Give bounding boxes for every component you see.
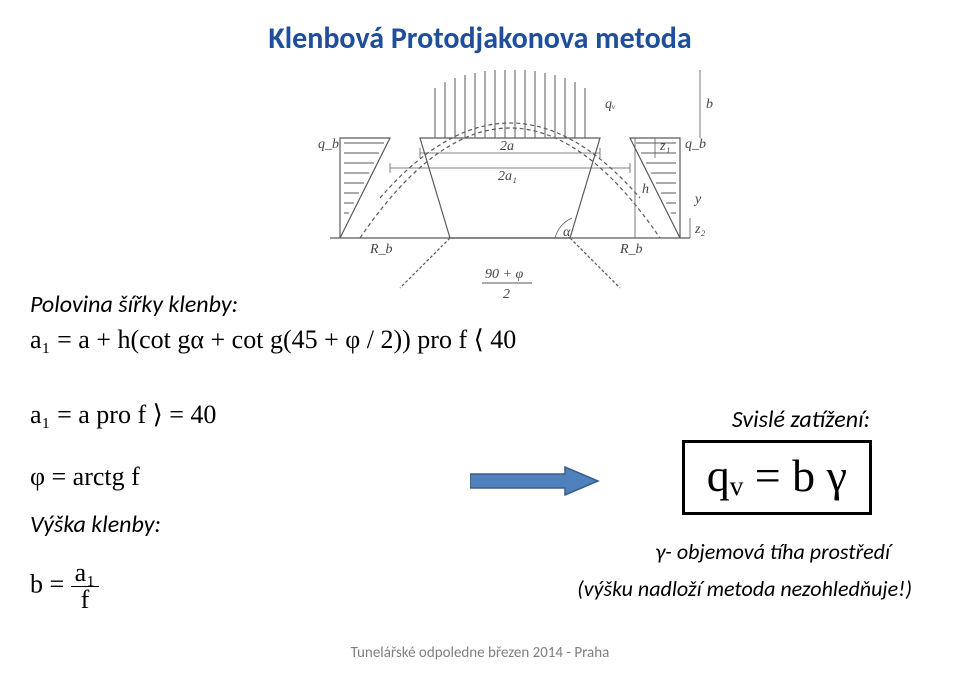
equation-phi: φ = arctg f — [30, 462, 140, 492]
diag-b-side: b — [706, 97, 713, 112]
label-nadlozi: (výšku nadloží metoda nezohledňuje!) — [577, 575, 912, 602]
eq-qv-text: qᵥ = b γ — [707, 450, 847, 501]
klenba-diagram: qᵥ q_b q_b R_b R_b 2a 2a₁ b z₁ z₂ h y α … — [300, 68, 720, 278]
label-vyska: Výška klenby: — [30, 510, 161, 539]
label-polovina: Polovina šířky klenby: — [30, 290, 238, 319]
diag-qb-r: q_b — [685, 137, 706, 152]
diag-qb-l: q_b — [318, 137, 339, 152]
label-svisle: Svislé zatížení: — [732, 405, 870, 434]
equation-a1-full: a₁ = a + h(cot gα + cot g(45 + φ / 2)) p… — [30, 325, 516, 355]
title-text: Klenbová Protodjakonova metoda — [268, 20, 691, 57]
arrow-shape — [470, 467, 598, 495]
arrow-icon — [470, 465, 600, 502]
eq-a1-simple-text: a₁ = a pro f ⟩ = 40 — [30, 400, 216, 429]
diag-2a: 2a — [500, 139, 514, 154]
label-svisle-text: Svislé zatížení: — [732, 405, 870, 434]
klenba-svg: qᵥ q_b q_b R_b R_b 2a 2a₁ b z₁ z₂ h y α … — [300, 68, 720, 308]
label-gamma-note: γ- objemová tíha prostředí — [655, 538, 890, 565]
diag-frac-top: 90 + φ — [485, 267, 523, 282]
eq-b-den: f — [71, 587, 100, 613]
equation-qv-boxed: qᵥ = b γ — [682, 440, 872, 515]
footer-text: Tunelářské odpoledne březen 2014 - Praha — [351, 644, 610, 662]
eq-phi-text: φ = arctg f — [30, 462, 140, 491]
diag-2a1: 2a₁ — [498, 169, 517, 184]
diag-rb-r: R_b — [619, 242, 643, 257]
page-title: Klenbová Protodjakonova metoda — [0, 20, 960, 57]
slide-footer: Tunelářské odpoledne březen 2014 - Praha — [0, 644, 960, 662]
diag-alpha: α — [563, 225, 571, 240]
eq-a1-full-text: a₁ = a + h(cot gα + cot g(45 + φ / 2)) p… — [30, 325, 516, 354]
diag-angle-fraction: 90 + φ 2 — [482, 267, 532, 302]
diag-z2: z₂ — [694, 222, 705, 237]
label-polovina-text: Polovina šířky klenby: — [30, 290, 238, 319]
nadlozi-text: (výšku nadloží metoda nezohledňuje!) — [577, 575, 912, 602]
label-vyska-text: Výška klenby: — [30, 510, 161, 539]
diag-y: y — [693, 192, 702, 207]
diag-rb-l: R_b — [369, 242, 393, 257]
diag-qv: qᵥ — [605, 97, 616, 112]
equation-b: b = a₁f — [30, 560, 99, 613]
equation-a1-simple: a₁ = a pro f ⟩ = 40 — [30, 400, 216, 430]
diag-z1: z₁ — [659, 139, 670, 154]
eq-b-pre: b = — [30, 569, 71, 598]
diag-frac-bot: 2 — [503, 287, 510, 302]
eq-b-num: a₁ — [71, 560, 100, 587]
diag-h: h — [642, 182, 649, 197]
eq-b-fraction: a₁f — [71, 560, 100, 613]
gamma-note-text: γ- objemová tíha prostředí — [655, 538, 890, 565]
